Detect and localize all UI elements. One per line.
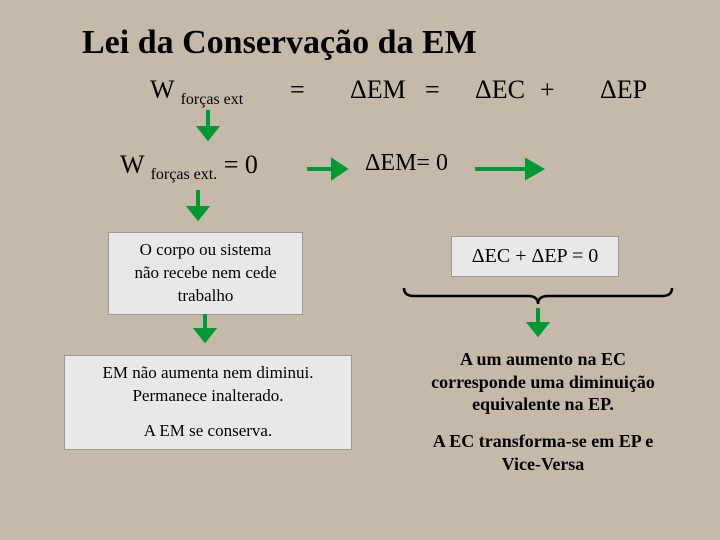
eq1-W-sym: W	[150, 75, 181, 104]
box-em-l1: EM não aumenta nem diminui.	[75, 362, 341, 385]
eq2-Wsub: forças ext.	[151, 166, 218, 183]
box-em-l3: A EM se conserva.	[75, 420, 341, 443]
box-em-spacer	[75, 408, 341, 420]
conclusion-1: A um aumento na EC corresponde uma dimin…	[398, 348, 688, 416]
conclusion-2: A EC transforma-se em EP e Vice-Versa	[398, 430, 688, 475]
box-em: EM não aumenta nem diminui. Permanece in…	[64, 355, 352, 450]
brace-icon	[400, 286, 676, 306]
eq1-equals2: =	[425, 75, 440, 105]
arrow-down-1	[195, 108, 221, 148]
box-ecep: ΔEC + ΔEP = 0	[451, 236, 619, 277]
eq1-plus: +	[540, 75, 555, 105]
conc1-l3: equivalente na EP.	[398, 393, 688, 416]
conc2-l2: Vice-Versa	[398, 453, 688, 476]
box-em-l2: Permanece inalterado.	[75, 385, 341, 408]
eq2-eqz: = 0	[217, 150, 258, 179]
arrow-right-1	[305, 157, 355, 181]
eq2-dEM: ΔEM= 0	[365, 150, 448, 177]
arrow-right-2	[473, 157, 551, 181]
eq2-left: W forças ext. = 0	[120, 150, 258, 184]
eq1-equals: =	[290, 75, 305, 105]
box-corpo-l2: não recebe nem cede	[119, 262, 292, 285]
conc1-l1: A um aumento na EC	[398, 348, 688, 371]
box-corpo-l3: trabalho	[119, 285, 292, 308]
eq1-dEM: ΔEM	[350, 75, 406, 105]
eq1-dEC: ΔEC	[475, 75, 525, 105]
eq1-W: W forças ext	[150, 75, 243, 109]
arrow-down-3	[192, 312, 218, 350]
slide-title: Lei da Conservação da EM	[82, 24, 477, 62]
arrow-down-2	[185, 188, 211, 228]
box-corpo: O corpo ou sistema não recebe nem cede t…	[108, 232, 303, 315]
eq2-W: W	[120, 150, 151, 179]
conc2-l1: A EC transforma-se em EP e	[398, 430, 688, 453]
eq1-W-sub: forças ext	[181, 91, 244, 108]
arrow-down-4	[525, 306, 551, 344]
box-corpo-l1: O corpo ou sistema	[119, 239, 292, 262]
eq1-dEP: ΔEP	[600, 75, 647, 105]
conc1-l2: corresponde uma diminuição	[398, 371, 688, 394]
